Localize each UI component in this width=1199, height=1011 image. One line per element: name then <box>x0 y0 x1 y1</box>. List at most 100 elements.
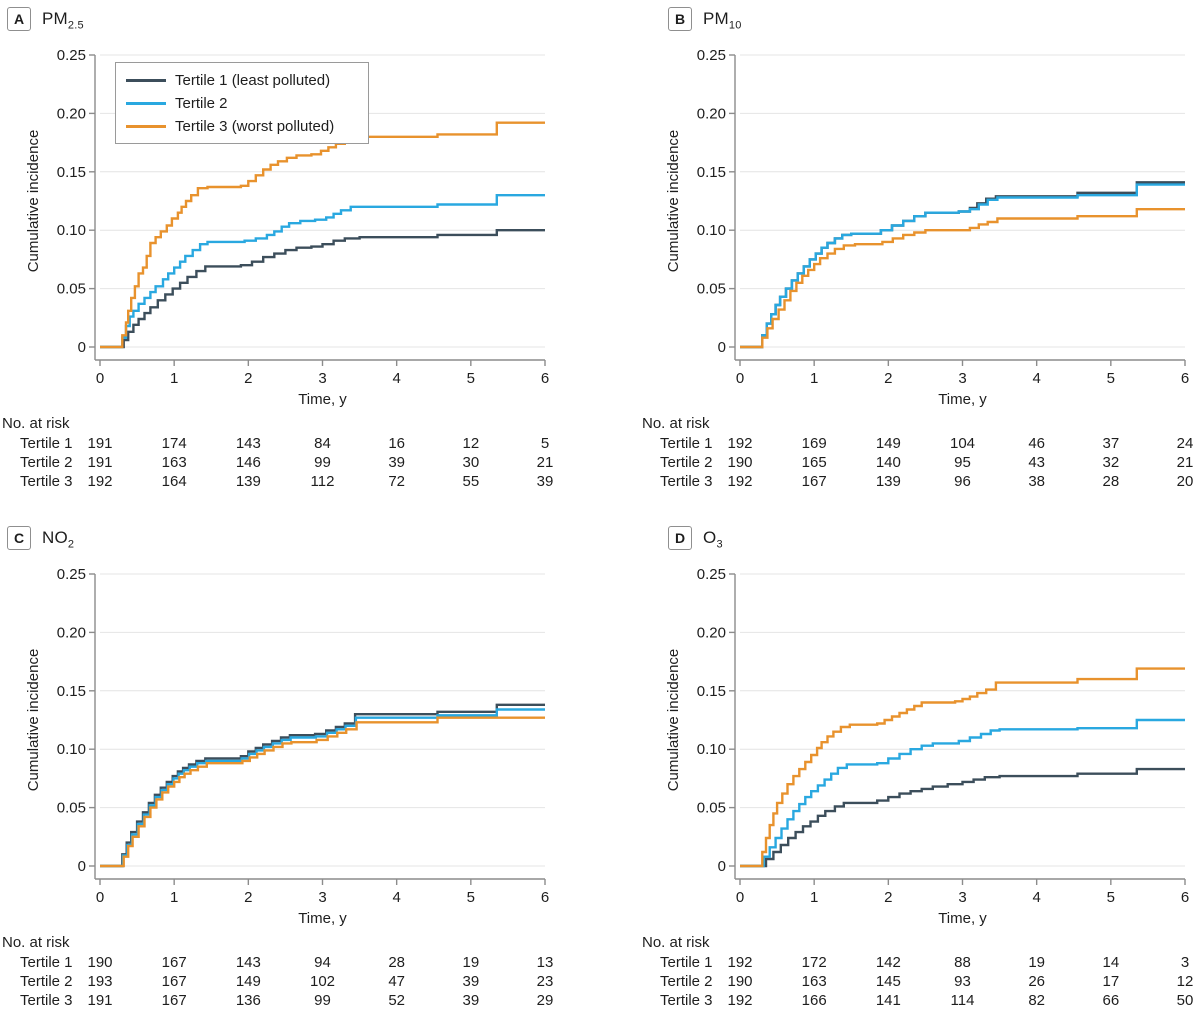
panel-letter-badge: C <box>7 526 31 550</box>
x-tick-label: 0 <box>736 889 744 906</box>
x-tick-label: 4 <box>392 889 400 906</box>
risk-value: 146 <box>235 454 261 471</box>
risk-row-label: Tertile 1 <box>660 954 713 971</box>
risk-value: 192 <box>727 473 753 490</box>
panel-letter-badge: D <box>668 526 692 550</box>
y-axis-title: Cumulative incidence <box>665 130 682 273</box>
risk-value: 99 <box>314 454 331 471</box>
curve-tertile-3 <box>740 667 1185 868</box>
panel-title: PM2.5 <box>42 9 84 32</box>
y-tick-label: 0.20 <box>697 624 726 641</box>
y-tick-label: 0.15 <box>57 164 86 181</box>
risk-value: 167 <box>161 973 187 990</box>
x-tick-label: 4 <box>392 370 400 387</box>
risk-value: 3 <box>1180 954 1190 971</box>
panel-header: A PM2.5 <box>7 7 84 31</box>
y-tick-label: 0.15 <box>57 683 86 700</box>
x-axis: 0 1 2 3 4 5 6 <box>735 878 1189 906</box>
y-axis-title: Cumulative incidence <box>25 130 42 273</box>
curve-tertile-1 <box>740 767 1185 868</box>
x-tick-label: 5 <box>1107 889 1115 906</box>
risk-value: 167 <box>161 992 187 1009</box>
risk-value: 102 <box>309 973 336 990</box>
panel-title-main: NO <box>42 528 68 547</box>
legend-item: Tertile 1 (least polluted) <box>126 71 356 89</box>
chart-svg: 0 0.05 0.10 0.15 0.20 0.25 0 1 2 3 4 5 6 Time, y Cumul… <box>665 47 1189 408</box>
risk-row-label: Tertile 1 <box>20 435 73 452</box>
risk-table-header: No. at risk <box>642 415 710 432</box>
panel-title-subscript: 3 <box>716 538 723 551</box>
risk-table-header: No. at risk <box>2 934 70 951</box>
x-axis: 0 1 2 3 4 5 6 <box>95 878 549 906</box>
risk-value: 17 <box>1102 973 1120 990</box>
tertile-1-line-swatch <box>126 78 166 82</box>
risk-value: 114 <box>950 992 975 1009</box>
x-axis: 0 1 2 3 4 5 6 <box>95 359 549 387</box>
risk-value: 112 <box>310 473 335 490</box>
risk-value: 46 <box>1028 435 1045 452</box>
panel-title-subscript: 2 <box>67 538 75 551</box>
x-tick-label: 5 <box>467 370 475 387</box>
risk-value: 21 <box>536 454 554 471</box>
risk-value: 19 <box>462 954 480 971</box>
risk-value: 39 <box>462 992 480 1009</box>
risk-value: 26 <box>1028 973 1045 990</box>
y-axis-title: Cumulative incidence <box>665 649 682 792</box>
x-tick-label: 1 <box>810 370 818 387</box>
x-axis-title: Time, y <box>938 391 987 408</box>
y-tick-label: 0.05 <box>697 281 726 298</box>
panel-header: B PM10 <box>668 7 742 31</box>
panel-title-main: PM <box>703 9 729 28</box>
x-tick-label: 5 <box>467 889 475 906</box>
risk-value: 192 <box>727 992 753 1009</box>
x-tick-label: 2 <box>244 370 252 387</box>
x-tick-label: 4 <box>1032 889 1040 906</box>
risk-value: 167 <box>161 954 187 971</box>
risk-value: 95 <box>954 454 971 471</box>
x-axis-title: Time, y <box>298 391 347 408</box>
legend-item: Tertile 2 <box>126 94 356 112</box>
x-tick-label: 2 <box>244 889 252 906</box>
x-tick-label: 6 <box>1181 889 1189 906</box>
risk-value: 190 <box>87 954 113 971</box>
risk-value: 191 <box>87 992 113 1009</box>
x-tick-label: 2 <box>884 370 892 387</box>
panel-title-subscript: 2.5 <box>67 19 84 32</box>
risk-value: 139 <box>235 473 261 490</box>
legend-label: Tertile 2 <box>175 94 228 112</box>
risk-value: 32 <box>1102 454 1120 471</box>
risk-row-label: Tertile 2 <box>20 973 73 990</box>
y-tick-label: 0.15 <box>697 164 726 181</box>
risk-value: 163 <box>161 454 187 471</box>
x-tick-label: 5 <box>1107 370 1115 387</box>
risk-value: 19 <box>1028 954 1045 971</box>
chart-svg: 0 0.05 0.10 0.15 0.20 0.25 0 1 2 3 4 5 6 Time, y Cumul… <box>665 566 1189 927</box>
risk-value: 43 <box>1028 454 1045 471</box>
x-tick-label: 6 <box>541 889 549 906</box>
curve-tertile-1 <box>100 229 545 349</box>
x-axis: 0 1 2 3 4 5 6 <box>735 359 1189 387</box>
curve-tertile-2 <box>100 194 545 349</box>
y-axis-title: Cumulative incidence <box>25 649 42 792</box>
x-tick-label: 6 <box>1181 370 1189 387</box>
risk-value: 169 <box>801 435 827 452</box>
risk-value: 149 <box>875 435 901 452</box>
risk-value: 174 <box>161 435 187 452</box>
panel-pm10: B PM10 0 0.05 0.10 0.15 0.20 0.25 0 1 2 3 4 5 6 Time, y… <box>600 0 1199 506</box>
risk-value: 193 <box>87 973 113 990</box>
y-tick-label: 0 <box>718 339 726 356</box>
risk-value: 94 <box>314 954 331 971</box>
legend-label: Tertile 1 (least polluted) <box>175 71 331 89</box>
x-tick-label: 4 <box>1032 370 1040 387</box>
y-tick-label: 0 <box>718 858 726 875</box>
y-tick-label: 0.05 <box>57 281 86 298</box>
risk-value: 28 <box>1102 473 1120 490</box>
risk-value: 21 <box>1176 454 1194 471</box>
risk-value: 192 <box>727 435 753 452</box>
risk-value: 72 <box>388 473 405 490</box>
risk-value: 20 <box>1176 473 1194 490</box>
risk-value: 93 <box>954 973 971 990</box>
tertile-3-line-swatch <box>126 124 166 128</box>
